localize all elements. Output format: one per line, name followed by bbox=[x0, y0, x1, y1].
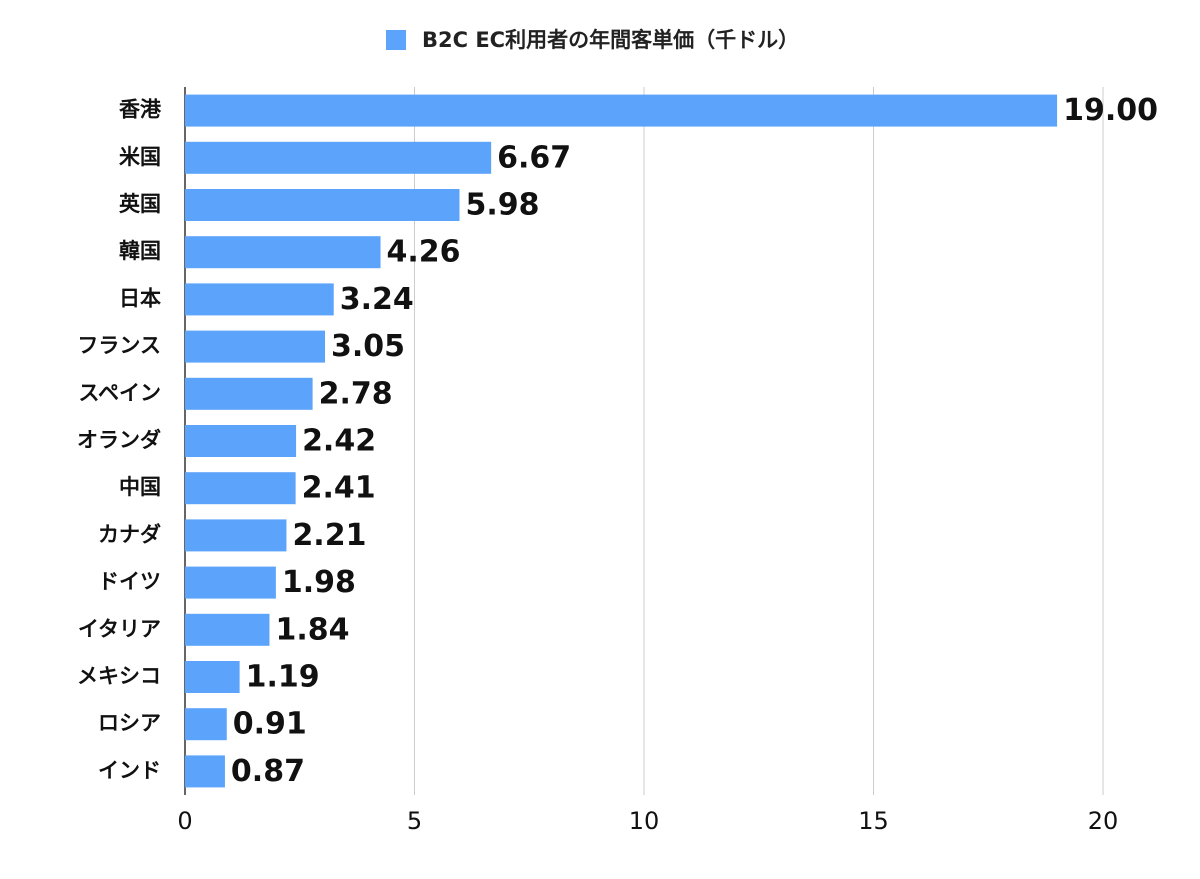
y-tick-label: カナダ bbox=[98, 522, 161, 546]
bar bbox=[185, 519, 287, 552]
data-label: 3.05 bbox=[331, 329, 405, 364]
bar bbox=[185, 708, 227, 741]
x-tick-label: 10 bbox=[629, 807, 660, 835]
bar bbox=[185, 283, 334, 316]
data-label: 19.00 bbox=[1063, 93, 1158, 128]
y-tick-label: ロシア bbox=[98, 711, 161, 735]
data-label: 1.98 bbox=[282, 565, 356, 600]
y-tick-label: インド bbox=[98, 758, 161, 782]
data-label: 6.67 bbox=[497, 140, 571, 175]
data-label: 1.84 bbox=[275, 612, 349, 647]
y-tick-label: フランス bbox=[77, 334, 161, 358]
data-label: 5.98 bbox=[465, 188, 539, 223]
y-tick-label: オランダ bbox=[77, 428, 161, 452]
bar bbox=[185, 330, 325, 363]
data-label: 2.41 bbox=[302, 471, 376, 506]
x-tick-label: 0 bbox=[177, 807, 192, 835]
legend-swatch bbox=[386, 30, 406, 50]
y-tick-label: 香港 bbox=[119, 98, 162, 122]
bar bbox=[185, 472, 296, 505]
x-tick-label: 15 bbox=[858, 807, 889, 835]
y-tick-label: イタリア bbox=[78, 617, 161, 641]
y-tick-label: メキシコ bbox=[77, 664, 161, 688]
data-label: 0.91 bbox=[233, 707, 307, 742]
y-tick-label: 米国 bbox=[119, 145, 161, 169]
bar bbox=[185, 613, 270, 646]
legend-label: B2C EC利用者の年間客単価（千ドル） bbox=[422, 28, 799, 52]
y-tick-label: 中国 bbox=[119, 475, 161, 499]
bar bbox=[185, 566, 276, 599]
y-tick-label: 英国 bbox=[119, 192, 161, 216]
data-label: 4.26 bbox=[387, 235, 461, 270]
bar bbox=[185, 236, 381, 269]
data-label: 3.24 bbox=[340, 282, 414, 317]
data-label: 2.78 bbox=[319, 376, 393, 411]
data-label: 1.19 bbox=[246, 660, 320, 695]
data-label: 2.21 bbox=[292, 518, 366, 553]
bar bbox=[185, 425, 297, 457]
data-label: 2.42 bbox=[302, 424, 376, 459]
bar bbox=[185, 377, 313, 410]
bar bbox=[185, 141, 492, 174]
bar bbox=[185, 755, 225, 788]
x-tick-label: 20 bbox=[1088, 807, 1119, 835]
y-tick-label: 日本 bbox=[119, 286, 161, 310]
bar bbox=[185, 189, 460, 221]
bar bbox=[185, 94, 1058, 127]
bar bbox=[185, 661, 240, 693]
y-tick-label: スペイン bbox=[78, 381, 161, 405]
data-label: 0.87 bbox=[231, 754, 305, 789]
y-tick-label: ドイツ bbox=[98, 570, 161, 594]
x-tick-label: 5 bbox=[407, 807, 422, 835]
y-tick-label: 韓国 bbox=[119, 239, 161, 263]
